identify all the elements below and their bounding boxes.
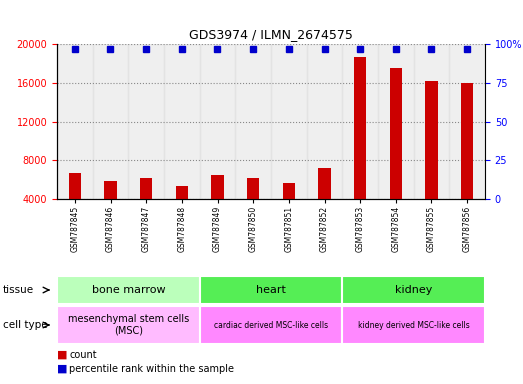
Bar (57, 44, 93, 199)
Bar (461, 83, 473, 199)
Bar (235, 44, 271, 199)
Title: GDS3974 / ILMN_2674575: GDS3974 / ILMN_2674575 (189, 28, 353, 41)
Bar (128, 44, 164, 199)
Text: percentile rank within the sample: percentile rank within the sample (69, 364, 234, 374)
Bar (425, 81, 438, 199)
Bar (247, 178, 259, 199)
Bar (164, 44, 200, 199)
Bar (378, 44, 414, 199)
Text: kidney derived MSC-like cells: kidney derived MSC-like cells (358, 321, 470, 329)
Text: bone marrow: bone marrow (92, 285, 165, 295)
Text: ■: ■ (57, 350, 67, 360)
Bar (306, 44, 343, 199)
Bar (319, 168, 331, 199)
Text: tissue: tissue (3, 285, 34, 295)
Text: cell type: cell type (3, 320, 47, 330)
Text: cardiac derived MSC-like cells: cardiac derived MSC-like cells (214, 321, 328, 329)
Text: count: count (69, 350, 97, 360)
Bar (69, 173, 81, 199)
Bar (343, 306, 485, 344)
Bar (104, 180, 117, 199)
Bar (354, 56, 367, 199)
Bar (449, 44, 485, 199)
Bar (200, 276, 343, 304)
Bar (176, 186, 188, 199)
Text: mesenchymal stem cells
(MSC): mesenchymal stem cells (MSC) (67, 314, 189, 336)
Text: ■: ■ (57, 364, 67, 374)
Text: heart: heart (256, 285, 286, 295)
Bar (282, 182, 295, 199)
Bar (390, 68, 402, 199)
Bar (211, 175, 224, 199)
Bar (343, 44, 378, 199)
Bar (343, 276, 485, 304)
Bar (93, 44, 128, 199)
Bar (200, 44, 235, 199)
Bar (271, 44, 306, 199)
Bar (140, 178, 152, 199)
Text: kidney: kidney (395, 285, 433, 295)
Bar (414, 44, 449, 199)
Bar (200, 306, 343, 344)
Bar (57, 306, 200, 344)
Bar (57, 276, 200, 304)
